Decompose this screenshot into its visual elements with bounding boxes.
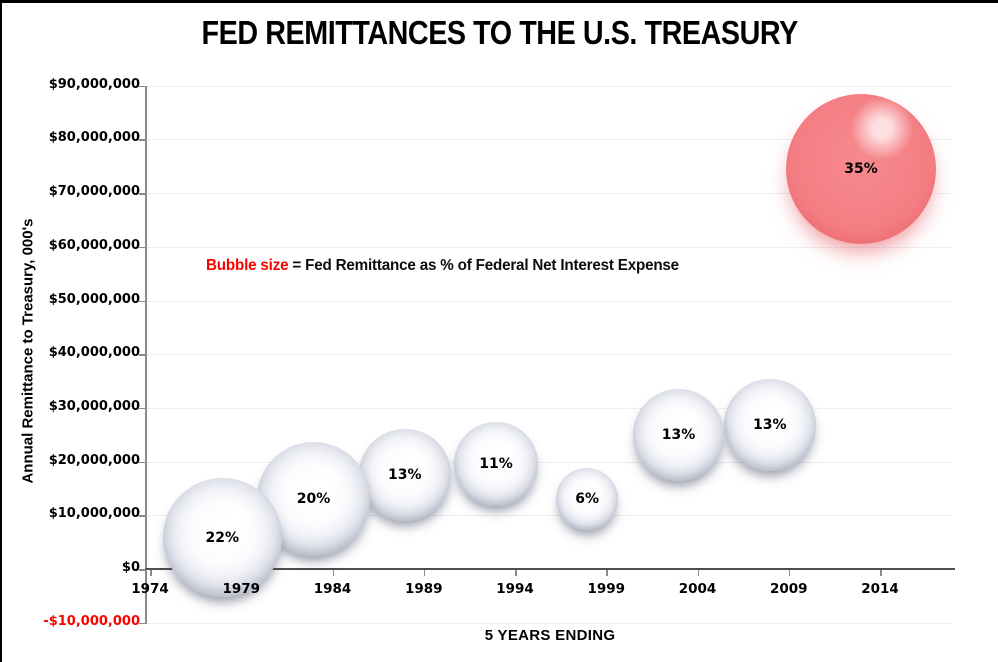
bubble-label: 35% <box>844 160 878 177</box>
bubble-2009: 13% <box>724 379 816 471</box>
bubble-1979: 22% <box>162 478 282 598</box>
x-tick-label: 2014 <box>861 581 899 597</box>
gridline <box>145 461 952 463</box>
y-tick <box>139 246 146 249</box>
gridline <box>145 354 952 356</box>
x-tick <box>880 570 882 576</box>
x-tick-label: 1984 <box>313 581 352 597</box>
gridline <box>145 193 952 195</box>
x-tick-label: 1989 <box>405 581 443 597</box>
y-tick <box>139 461 146 464</box>
x-tick-label: 1999 <box>587 581 626 597</box>
bubble-label: 20% <box>296 491 331 508</box>
x-tick-label: 2004 <box>678 581 717 597</box>
y-tick-label: -$10,000,000 <box>43 613 140 629</box>
bubble-label: 22% <box>205 529 239 546</box>
y-tick <box>139 622 146 625</box>
gridline <box>145 515 952 517</box>
bubble-label: 13% <box>753 417 787 434</box>
x-tick <box>697 570 699 576</box>
y-tick-label: $30,000,000 <box>48 398 140 414</box>
gridline <box>145 246 952 248</box>
plot-area: $90,000,000 $80,000,000 $70,000,000 $60,000… <box>2 3 998 662</box>
y-tick-label: $70,000,000 <box>48 184 140 200</box>
x-tick-label: 1994 <box>496 581 534 597</box>
y-tick-label: $0 <box>121 560 140 575</box>
x-tick-label: 1974 <box>131 581 169 597</box>
x-tick <box>788 570 791 576</box>
bubble-label: 13% <box>388 466 422 483</box>
bubble-label: 13% <box>661 426 696 443</box>
bubble-2004: 13% <box>632 389 725 481</box>
bubble-1984: 20% <box>256 442 371 556</box>
x-tick-label: 2009 <box>770 581 808 597</box>
bubble-1994: 11% <box>453 421 539 506</box>
gridline <box>145 85 952 87</box>
x-axis-line <box>145 568 955 570</box>
y-tick-label: $20,000,000 <box>48 452 140 468</box>
y-tick <box>139 300 146 302</box>
x-tick <box>150 570 152 576</box>
bubble-2014: 35% <box>785 93 937 245</box>
gridline <box>145 139 952 141</box>
y-tick <box>139 139 146 141</box>
x-tick <box>423 570 426 576</box>
x-tick <box>515 570 517 576</box>
legend-accent-text: Bubble size <box>206 257 289 274</box>
y-tick <box>139 515 146 517</box>
gridline <box>145 407 952 409</box>
bubble-label: 11% <box>479 455 513 472</box>
x-axis-title: 5 YEARS ENDING <box>484 627 616 644</box>
y-tick <box>139 407 146 410</box>
y-tick-label: $90,000,000 <box>48 76 140 92</box>
y-tick-label: $40,000,000 <box>48 345 140 361</box>
y-tick <box>139 569 146 571</box>
x-tick <box>606 570 608 576</box>
bubble-label: 6% <box>575 490 600 507</box>
chart-title: FED REMITTANCES TO THE U.S. TREASURY <box>2 14 998 52</box>
bubble-1999: 6% <box>556 467 619 530</box>
x-tick <box>332 570 334 576</box>
y-tick-label: $10,000,000 <box>48 506 140 522</box>
y-tick <box>139 354 146 356</box>
y-tick <box>139 193 146 195</box>
y-tick-label: $60,000,000 <box>48 237 140 253</box>
legend-description-text: = Fed Remittance as % of Federal Net Int… <box>288 257 679 274</box>
y-tick-label: $50,000,000 <box>48 291 140 307</box>
x-tick-label: 1979 <box>222 581 261 597</box>
gridline <box>145 300 952 302</box>
y-tick-label: $80,000,000 <box>48 130 140 146</box>
y-tick <box>139 85 146 88</box>
chart-title-text: FED REMITTANCES TO THE U.S. TREASURY <box>201 14 799 51</box>
bubble-size-legend: Bubble size = Fed Remittance as % of Fed… <box>206 257 679 275</box>
gridline <box>145 622 952 624</box>
bubble-1989: 13% <box>359 429 451 521</box>
